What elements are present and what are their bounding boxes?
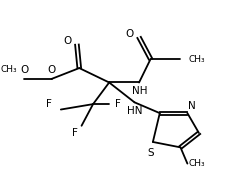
Text: O: O [64,36,72,46]
Text: O: O [48,65,56,75]
Text: F: F [72,128,78,138]
Text: CH₃: CH₃ [1,65,17,74]
Text: CH₃: CH₃ [188,55,205,64]
Text: S: S [147,148,154,158]
Text: F: F [115,99,121,109]
Text: O: O [126,29,134,39]
Text: O: O [20,65,28,75]
Text: CH₃: CH₃ [188,159,205,168]
Text: F: F [46,99,52,109]
Text: N: N [188,101,196,111]
Text: HN: HN [127,106,142,116]
Text: NH: NH [132,87,148,96]
